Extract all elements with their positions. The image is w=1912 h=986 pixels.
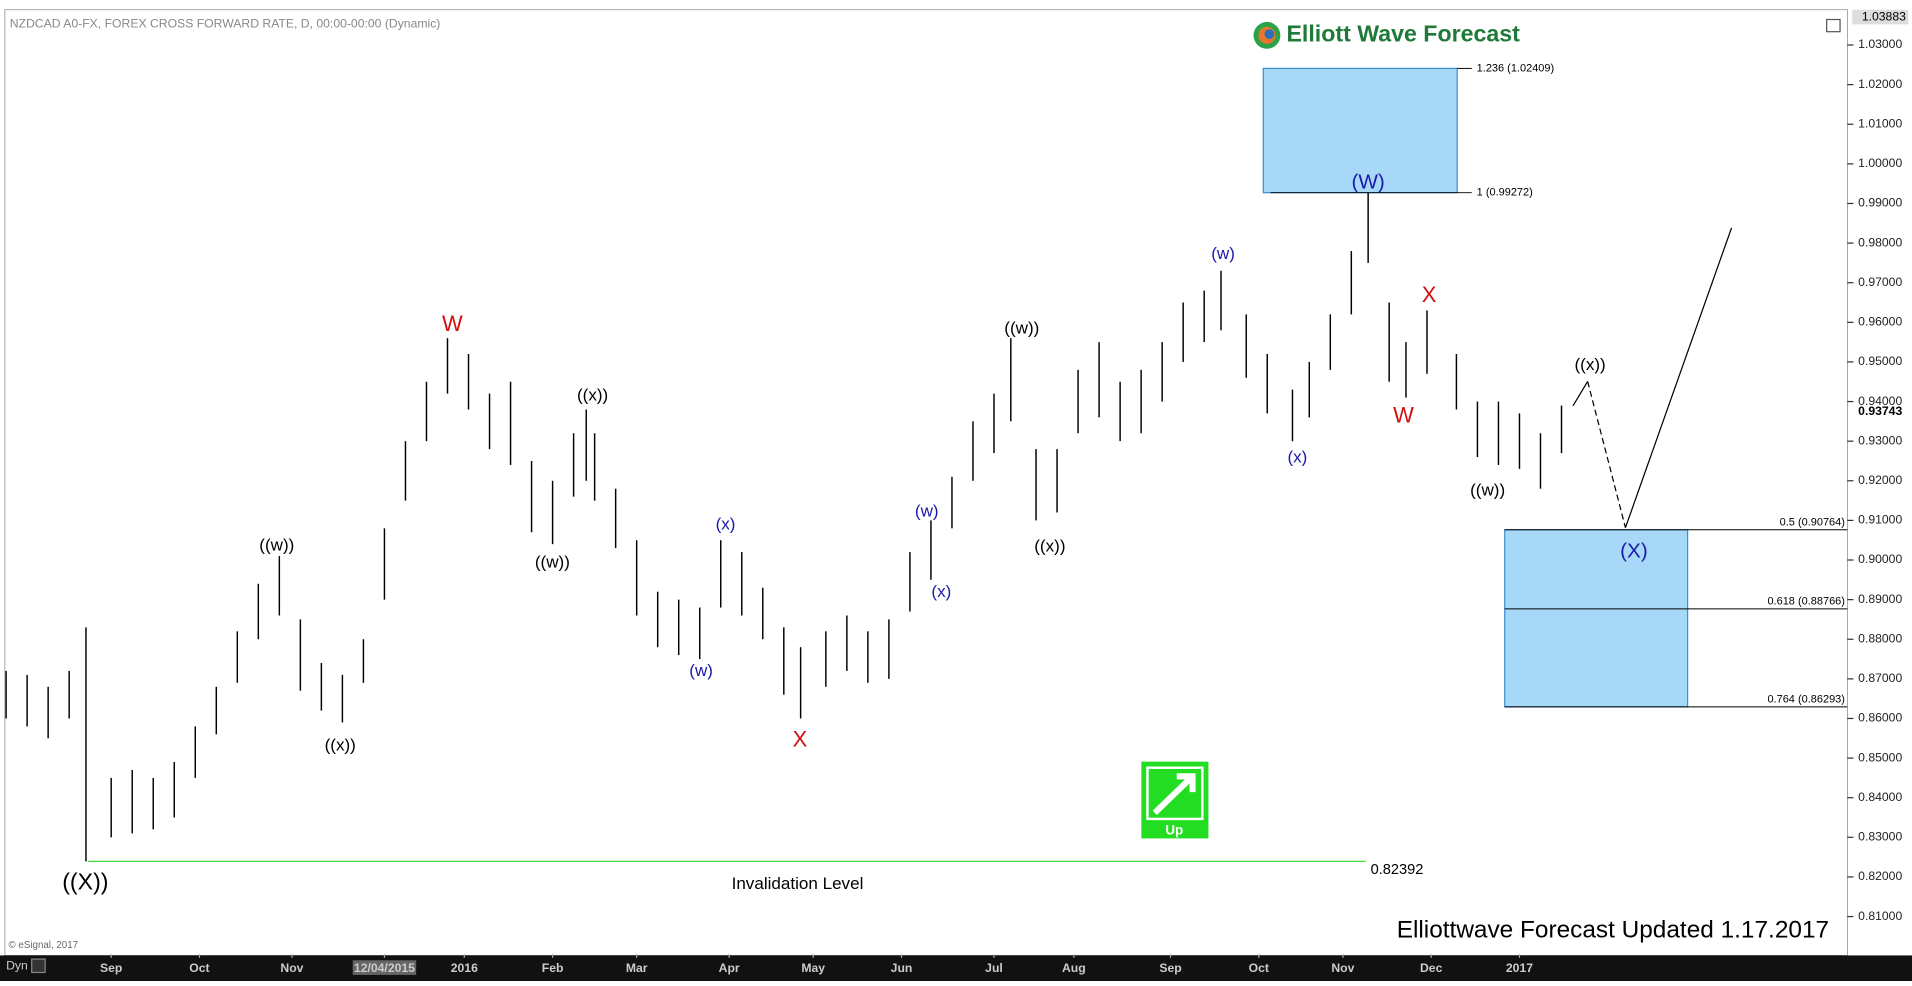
y-tick-label: 1.00000: [1858, 156, 1902, 170]
wave-label: (x): [1287, 448, 1307, 467]
y-tick-label: 0.89000: [1858, 592, 1902, 606]
fib-level-label: 0.764 (0.86293): [1767, 693, 1844, 705]
y-tick-label: 0.97000: [1858, 275, 1902, 289]
y-tick-label: 1.03000: [1858, 37, 1902, 51]
wave-label: ((x)): [577, 386, 608, 405]
y-tick-label: 0.85000: [1858, 750, 1902, 764]
x-tick-label: Sep: [100, 961, 122, 975]
wave-label: (W): [1351, 170, 1384, 193]
brand-logo: Elliott Wave Forecast: [1253, 20, 1520, 49]
invalidation-value: 0.82392: [1371, 862, 1424, 878]
x-tick-label: Feb: [542, 961, 564, 975]
y-tick-label: 0.83000: [1858, 830, 1902, 844]
wave-label: ((x)): [325, 735, 356, 754]
x-tick-label: Jun: [891, 961, 913, 975]
y-tick-label: 0.88000: [1858, 631, 1902, 645]
x-tick-label: Apr: [719, 961, 740, 975]
projection-line: [1624, 227, 1733, 528]
y-tick-label: 0.93000: [1858, 433, 1902, 447]
fib-level-label: 1 (0.99272): [1477, 187, 1533, 199]
y-tick-label: 0.84000: [1858, 790, 1902, 804]
axis-high-label: 1.03883: [1862, 9, 1906, 23]
signal-box: [1141, 761, 1209, 839]
target-box: [1504, 529, 1689, 708]
copyright: © eSignal, 2017: [9, 940, 79, 951]
projection-dashed: [1587, 381, 1627, 528]
x-tick-label: 12/04/2015: [354, 961, 415, 975]
y-tick-label: 0.90000: [1858, 552, 1902, 566]
fib-level-label: 0.618 (0.88766): [1767, 595, 1844, 607]
wave-label: (x): [931, 582, 951, 601]
signal-arrow: [1152, 773, 1196, 816]
y-tick-label: 0.91000: [1858, 513, 1902, 527]
y-tick-label: 0.99000: [1858, 196, 1902, 210]
x-axis-strip: [0, 955, 1912, 981]
y-tick-label: 0.94000: [1858, 394, 1902, 408]
mode-button[interactable]: [31, 958, 46, 974]
x-tick-label: Jul: [985, 961, 1003, 975]
x-tick-label: Aug: [1062, 961, 1086, 975]
y-tick-label: 0.96000: [1858, 315, 1902, 329]
wave-label: W: [442, 311, 463, 336]
target-box: [1262, 67, 1458, 194]
wave-label: (w): [689, 661, 713, 680]
y-tick-label: 1.02000: [1858, 77, 1902, 91]
wave-label: ((x)): [1034, 537, 1065, 556]
y-tick-label: 0.95000: [1858, 354, 1902, 368]
wave-label: ((x)): [1574, 355, 1605, 374]
x-tick-label: 2017: [1506, 961, 1533, 975]
x-tick-label: Nov: [1331, 961, 1354, 975]
wave-label: ((w)): [1004, 319, 1039, 338]
footer-text: Elliottwave Forecast Updated 1.17.2017: [1397, 916, 1829, 943]
mode-label: Dyn: [6, 959, 28, 973]
y-tick-label: 1.01000: [1858, 116, 1902, 130]
y-tick-label: 0.86000: [1858, 711, 1902, 725]
wave-label: ((X)): [62, 869, 108, 895]
x-tick-label: Nov: [280, 961, 303, 975]
x-tick-label: May: [801, 961, 825, 975]
signal-label: Up: [1165, 823, 1183, 838]
wave-label: X: [793, 727, 808, 752]
x-tick-label: Oct: [189, 961, 209, 975]
invalidation-label: Invalidation Level: [732, 874, 864, 893]
projection-line: [1572, 381, 1589, 407]
wave-label: ((w)): [535, 553, 570, 572]
fib-level-label: 0.5 (0.90764): [1780, 516, 1845, 528]
y-tick-label: 0.87000: [1858, 671, 1902, 685]
signal-frame: [1146, 766, 1204, 821]
wave-label: (w): [1211, 244, 1235, 263]
x-tick-label: 2016: [451, 961, 478, 975]
x-tick-label: Dec: [1420, 961, 1443, 975]
x-tick-label: Mar: [626, 961, 648, 975]
brand-name: Elliott Wave Forecast: [1286, 20, 1520, 46]
wave-label: ((w)): [259, 535, 294, 554]
wave-label: (x): [716, 515, 736, 534]
wave-label: X: [1422, 282, 1437, 307]
wave-label: (w): [915, 501, 939, 520]
axis-high-box: [1852, 9, 1909, 25]
x-tick-label: Oct: [1249, 961, 1269, 975]
chart-title: NZDCAD A0-FX, FOREX CROSS FORWARD RATE, …: [10, 17, 441, 31]
fib-level-label: 1.236 (1.02409): [1477, 62, 1554, 74]
x-tick-label: Sep: [1159, 961, 1181, 975]
last-price-label: 0.93743: [1858, 404, 1902, 418]
x-tick-highlight: [352, 960, 417, 975]
wave-label: W: [1393, 403, 1414, 428]
y-tick-label: 0.81000: [1858, 909, 1902, 923]
y-tick-label: 0.98000: [1858, 235, 1902, 249]
y-tick-label: 0.92000: [1858, 473, 1902, 487]
window-button[interactable]: [1826, 18, 1841, 33]
wave-label: ((w)): [1470, 481, 1505, 500]
y-tick-label: 0.82000: [1858, 869, 1902, 883]
wave-label: (X): [1620, 540, 1648, 563]
signal-icon: Up: [1141, 761, 1209, 839]
